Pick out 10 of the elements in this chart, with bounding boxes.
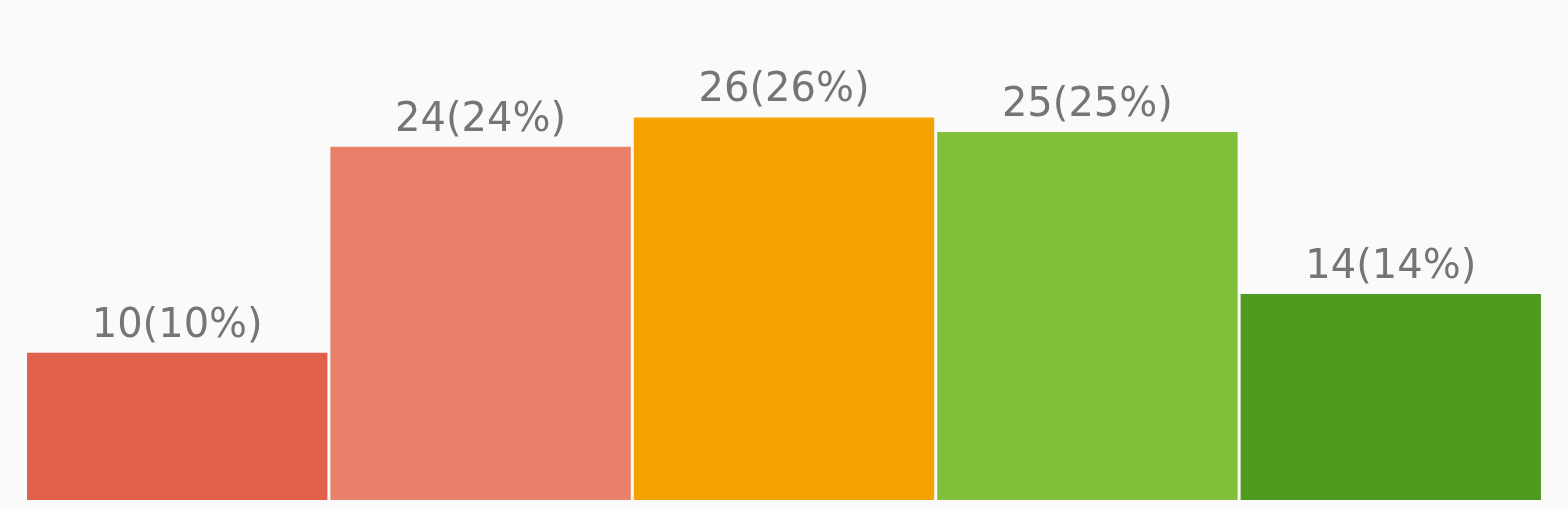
- data-label: 24(24%): [395, 93, 567, 140]
- bar: [330, 146, 631, 500]
- data-label: 25(25%): [1001, 79, 1173, 126]
- bar: [633, 117, 935, 500]
- bar: [27, 352, 328, 500]
- data-label: 10(10%): [91, 299, 263, 346]
- bar: [1240, 293, 1541, 500]
- bar: [937, 132, 1238, 500]
- data-label: 26(26%): [698, 64, 870, 111]
- data-label: 14(14%): [1305, 240, 1477, 287]
